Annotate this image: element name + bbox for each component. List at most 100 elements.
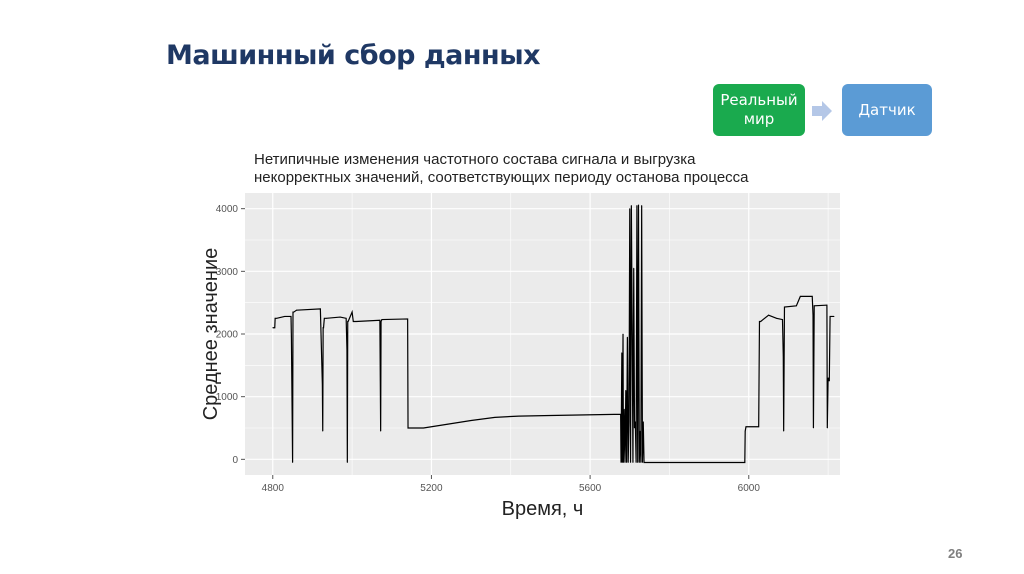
flow-step-sensor: Датчик [842,84,932,136]
data-point [625,390,627,391]
chart-title-line1: Нетипичные изменения частотного состава … [254,151,696,168]
data-point [829,316,831,317]
data-point [346,349,348,351]
data-point [355,321,357,322]
data-point [325,317,327,319]
data-point [768,314,769,316]
data-point [319,308,321,310]
data-point [639,430,641,432]
data-point [630,205,632,206]
data-point [626,462,627,463]
data-point [782,355,784,357]
data-point [745,426,747,428]
data-point [274,317,276,319]
data-point [407,318,409,320]
data-point [494,416,496,418]
arrow-right-icon [812,101,832,121]
data-point [813,427,814,429]
data-point [423,427,424,429]
data-point [323,317,325,319]
data-point [799,296,801,297]
data-point [621,462,623,463]
data-point [641,205,643,206]
data-point [632,462,634,463]
y-axis-label: Среднее значение [200,248,222,421]
data-point [631,324,633,325]
flow-step-real-world: Реальный мир [713,84,805,136]
data-point [293,311,295,313]
slide-title: Машинный сбор данных [166,40,541,71]
page-number: 26 [948,546,963,561]
data-point [284,316,286,317]
data-point [622,333,624,335]
data-point [633,267,635,269]
y-tick-label: 0 [232,455,238,466]
data-point [634,421,636,423]
data-point [291,336,292,338]
data-point [638,462,640,463]
data-point [628,421,630,423]
data-point [629,208,631,210]
data-point [644,462,646,463]
data-point [812,314,814,316]
data-point [782,319,783,320]
data-point [623,408,625,410]
x-tick-label: 5600 [579,483,602,494]
data-point [321,383,323,385]
data-point [784,306,785,308]
data-point [290,316,292,317]
data-point [347,321,349,322]
line-chart: 4800 5200 5600 6000 0 1000 2000 3000 4000 Время, … [200,193,840,520]
data-point [636,205,638,206]
y-tick-label: 2000 [216,330,239,341]
data-point [518,415,520,417]
data-point [634,427,635,429]
data-point [339,316,341,318]
data-point [292,311,294,313]
data-point [833,316,835,317]
y-tick-label: 4000 [216,204,239,215]
data-point [776,317,777,319]
data-point [322,430,324,432]
data-point [345,317,347,319]
data-point [826,304,828,306]
data-point [550,415,551,416]
data-point [626,336,628,338]
data-point [825,304,827,306]
data-point [642,462,643,463]
chart-title-line2: некорректных значений, соответствующих п… [254,169,749,186]
data-point [637,462,639,463]
y-tick-label: 3000 [216,267,239,278]
data-point [627,462,629,463]
data-point [407,427,409,429]
x-tick-label: 6000 [738,483,761,494]
y-tick-label: 1000 [216,392,239,403]
data-point [296,309,297,311]
data-point [826,427,828,429]
data-point [744,462,746,463]
data-point [760,321,762,322]
data-point [758,426,760,428]
x-axis-label: Время, ч [502,498,584,520]
data-point [446,423,448,425]
data-point [380,321,382,322]
data-point [272,327,274,329]
data-point [346,462,348,463]
data-point [620,413,622,415]
data-point [276,317,278,319]
data-point [620,462,622,463]
data-point [623,462,624,463]
data-point [630,462,631,463]
data-point [783,430,785,432]
data-point [744,430,746,432]
data-point [828,380,830,382]
data-point [621,352,623,354]
x-tick-label: 4800 [262,483,285,494]
data-point [813,305,815,307]
data-point [635,462,637,463]
data-point [759,321,760,322]
x-tick-label: 5200 [420,483,443,494]
data-point [379,319,381,321]
data-point [274,327,276,329]
data-point [323,327,324,329]
